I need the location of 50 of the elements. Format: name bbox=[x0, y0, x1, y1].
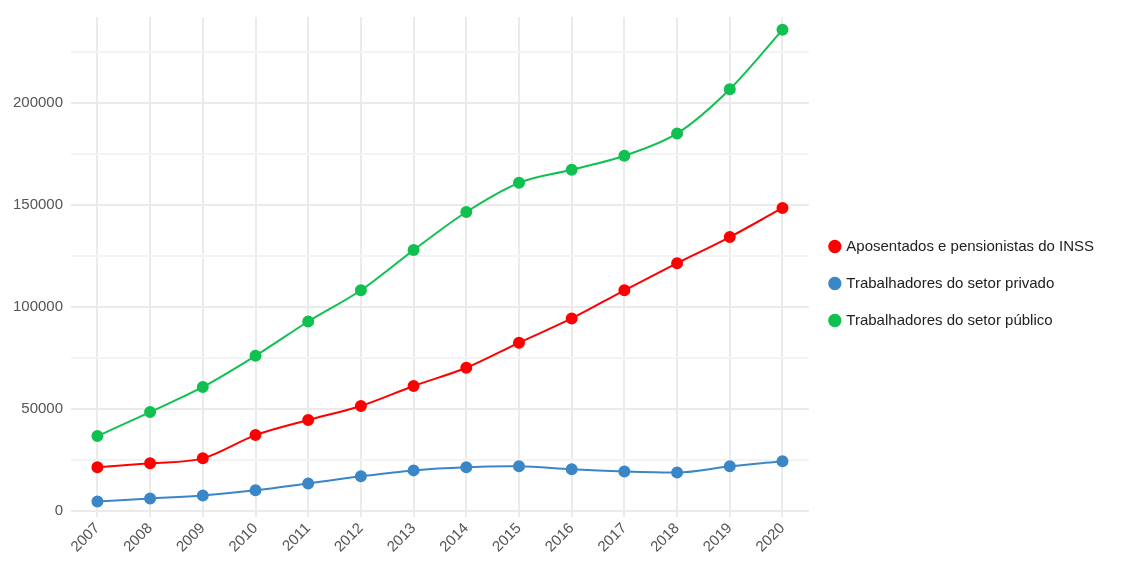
legend-label: Trabalhadores do setor público bbox=[846, 310, 1053, 328]
legend-label: Trabalhadores do setor privado bbox=[846, 273, 1055, 291]
point bbox=[671, 127, 684, 140]
point bbox=[354, 470, 367, 483]
point bbox=[144, 457, 157, 470]
point bbox=[91, 495, 104, 508]
point bbox=[723, 83, 736, 96]
legend-label: Aposentados e pensionistas do INSS bbox=[846, 236, 1095, 254]
point bbox=[565, 463, 578, 476]
point bbox=[302, 315, 315, 328]
y-tick-label: 150000 bbox=[12, 194, 64, 212]
point bbox=[354, 399, 367, 412]
point bbox=[618, 465, 631, 478]
point bbox=[196, 452, 209, 465]
y-tick-label: 50000 bbox=[21, 398, 64, 416]
point bbox=[144, 492, 157, 505]
point bbox=[513, 460, 525, 473]
point bbox=[407, 244, 420, 257]
point bbox=[776, 23, 789, 36]
point bbox=[513, 176, 525, 189]
point bbox=[460, 461, 473, 474]
point bbox=[354, 284, 367, 297]
point bbox=[565, 312, 578, 325]
point bbox=[618, 149, 631, 162]
point bbox=[407, 464, 420, 477]
point bbox=[196, 380, 209, 393]
point bbox=[91, 461, 104, 474]
y-tick-label: 200000 bbox=[12, 92, 64, 110]
point bbox=[671, 466, 684, 479]
point bbox=[91, 430, 104, 443]
point bbox=[460, 361, 473, 374]
point bbox=[302, 477, 315, 490]
point bbox=[249, 429, 262, 442]
point bbox=[460, 205, 473, 218]
point bbox=[618, 284, 631, 297]
point bbox=[565, 163, 578, 176]
y-tick-label: 0 bbox=[54, 500, 64, 518]
point bbox=[723, 231, 736, 244]
point bbox=[723, 460, 736, 473]
point bbox=[776, 455, 789, 468]
y-tick-label: 100000 bbox=[12, 296, 64, 314]
point bbox=[144, 406, 157, 419]
point bbox=[249, 349, 262, 362]
point bbox=[776, 201, 789, 214]
point bbox=[407, 379, 420, 392]
point bbox=[302, 414, 315, 426]
point bbox=[196, 489, 209, 502]
point bbox=[513, 336, 525, 349]
point bbox=[671, 257, 684, 270]
point bbox=[249, 484, 262, 497]
